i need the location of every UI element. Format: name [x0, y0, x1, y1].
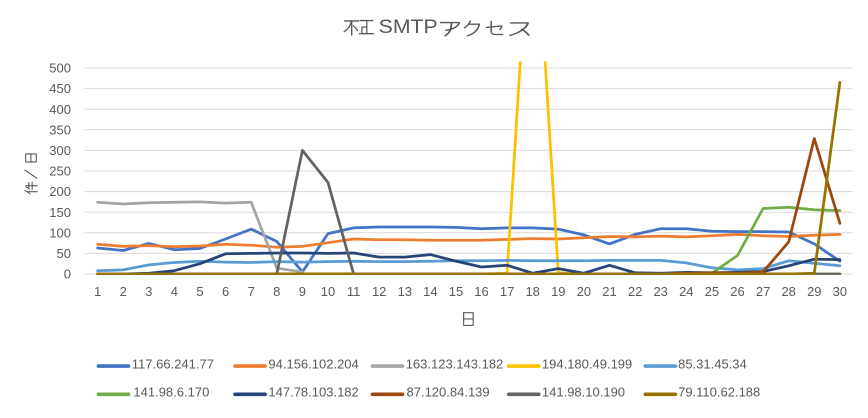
svg-text:10: 10 [321, 284, 335, 299]
svg-text:94.156.102.204: 94.156.102.204 [268, 356, 358, 371]
svg-text:30: 30 [833, 284, 847, 299]
svg-text:79.110.62.188: 79.110.62.188 [678, 385, 760, 400]
svg-text:117.66.241.77: 117.66.241.77 [132, 356, 214, 371]
svg-text:4: 4 [171, 284, 178, 299]
svg-text:500: 500 [49, 61, 71, 76]
svg-text:15: 15 [449, 284, 463, 299]
svg-text:26: 26 [730, 284, 744, 299]
svg-text:87.120.84.139: 87.120.84.139 [407, 385, 490, 400]
svg-text:19: 19 [551, 284, 565, 299]
svg-text:11: 11 [347, 284, 361, 299]
svg-text:85.31.45.34: 85.31.45.34 [678, 356, 747, 371]
svg-text:5: 5 [196, 284, 203, 299]
svg-text:141.98.10.190: 141.98.10.190 [542, 385, 625, 400]
svg-text:350: 350 [49, 122, 71, 137]
svg-text:13: 13 [398, 284, 412, 299]
svg-text:12: 12 [372, 284, 386, 299]
svg-text:28: 28 [781, 284, 795, 299]
svg-text:25: 25 [705, 284, 719, 299]
svg-text:163.123.143.182: 163.123.143.182 [406, 356, 504, 371]
svg-text:16: 16 [474, 284, 488, 299]
svg-text:50: 50 [57, 246, 71, 261]
svg-text:0: 0 [64, 267, 71, 282]
svg-text:17: 17 [500, 284, 514, 299]
svg-text:250: 250 [49, 164, 71, 179]
svg-text:18: 18 [525, 284, 539, 299]
svg-text:141.98.6.170: 141.98.6.170 [133, 385, 209, 400]
svg-text:20: 20 [577, 284, 591, 299]
svg-text:2: 2 [120, 284, 127, 299]
svg-text:8: 8 [273, 284, 280, 299]
svg-text:1: 1 [94, 284, 101, 299]
svg-text:6: 6 [222, 284, 229, 299]
svg-text:450: 450 [49, 81, 71, 96]
svg-text:22: 22 [628, 284, 642, 299]
svg-text:194.180.49.199: 194.180.49.199 [542, 356, 632, 371]
svg-text:7: 7 [248, 284, 255, 299]
svg-text:147.78.103.182: 147.78.103.182 [268, 385, 358, 400]
svg-text:300: 300 [49, 143, 71, 158]
svg-text:150: 150 [49, 205, 71, 220]
svg-text:29: 29 [807, 284, 821, 299]
svg-text:24: 24 [679, 284, 693, 299]
svg-text:400: 400 [49, 102, 71, 117]
svg-text:27: 27 [756, 284, 770, 299]
svg-text:9: 9 [299, 284, 306, 299]
svg-text:SMTP: SMTP [379, 16, 438, 38]
svg-text:14: 14 [423, 284, 437, 299]
svg-text:21: 21 [602, 284, 616, 299]
svg-text:23: 23 [653, 284, 667, 299]
svg-text:200: 200 [49, 184, 71, 199]
svg-text:3: 3 [145, 284, 152, 299]
svg-text:100: 100 [49, 225, 71, 240]
